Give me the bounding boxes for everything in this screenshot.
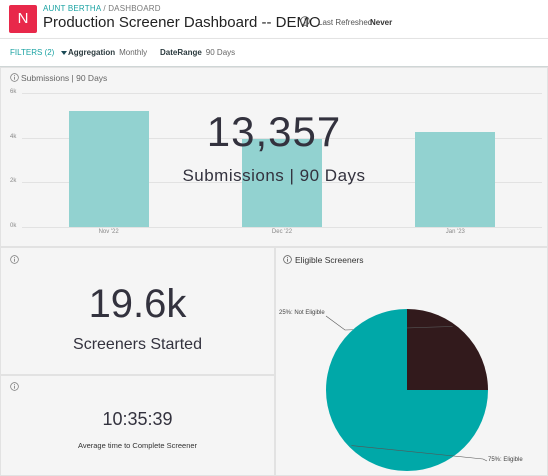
submissions-panel-title: Submissions | 90 Days <box>21 73 108 83</box>
dashboard-title: Production Screener Dashboard -- DEMO <box>43 14 321 31</box>
y-axis-tick-label: 0k <box>10 223 17 229</box>
screeners-started-panel <box>0 247 275 375</box>
y-axis-tick-label: 6k <box>10 89 17 95</box>
avg-time-panel <box>0 375 275 476</box>
avg-time-label: Average time to Complete Screener <box>77 441 198 450</box>
info-icon[interactable] <box>300 16 310 26</box>
avg-time-value: 10:35:39 <box>102 409 173 429</box>
filter-value: Monthly <box>119 48 148 57</box>
filter-daterange[interactable]: DateRange 90 Days <box>160 48 235 57</box>
submissions-kpi-value: 13,357 <box>206 108 342 155</box>
chart-bar[interactable] <box>415 132 496 227</box>
info-icon[interactable] <box>10 73 19 82</box>
screeners-started-label: Screeners Started <box>73 336 202 353</box>
breadcrumb-separator: / <box>100 4 109 13</box>
info-icon[interactable] <box>10 255 19 264</box>
y-axis-tick-label: 4k <box>10 133 17 140</box>
info-icon[interactable] <box>10 382 19 391</box>
eligible-screeners-panel <box>275 247 548 476</box>
filter-aggregation[interactable]: Aggregation Monthly <box>68 48 147 57</box>
filter-bar: FILTERS (2) Aggregation Monthly DateRange… <box>0 38 548 67</box>
chart-gridline <box>22 227 542 228</box>
breadcrumb-org-link[interactable]: AUNT BERTHA <box>43 4 101 13</box>
last-refreshed-label: Last Refreshed <box>318 18 373 27</box>
eligible-screeners-title: Eligible Screeners <box>295 255 364 265</box>
info-icon[interactable] <box>283 255 292 264</box>
submissions-kpi-label: Submissions | 90 Days <box>182 166 366 185</box>
filter-name: DateRange <box>160 48 202 57</box>
x-axis-tick-label: Nov '22 <box>98 229 119 235</box>
pie-slice-label: 75%: Eligible <box>488 457 523 463</box>
chart-gridline <box>22 137 542 139</box>
x-axis-tick-label: Dec '22 <box>271 229 293 235</box>
pie-slice-label: 25%: Not Eligible <box>279 310 325 316</box>
chart-bar[interactable] <box>68 110 149 227</box>
breadcrumb-page: DASHBOARD <box>108 4 161 13</box>
caret-down-icon <box>60 50 67 55</box>
breadcrumb: AUNT BERTHA / DASHBOARD <box>43 4 161 13</box>
filter-value: 90 Days <box>205 48 236 57</box>
app-logo[interactable]: N <box>9 5 37 33</box>
filters-label: FILTERS <box>10 48 43 57</box>
dashboard-header: N AUNT BERTHA / DASHBOARD Production Scr… <box>0 0 548 38</box>
filters-count: (2) <box>44 48 55 57</box>
filter-name: Aggregation <box>68 48 116 57</box>
chart-bar[interactable] <box>242 138 322 227</box>
filters-toggle-button[interactable]: FILTERS (2) <box>10 48 67 57</box>
chart-gridline <box>22 93 542 94</box>
last-refreshed-value: Never <box>370 18 393 27</box>
screeners-started-value: 19.6k <box>88 282 187 326</box>
x-axis-tick-label: Jan '23 <box>445 229 465 235</box>
y-axis-tick-label: 2k <box>10 178 17 185</box>
